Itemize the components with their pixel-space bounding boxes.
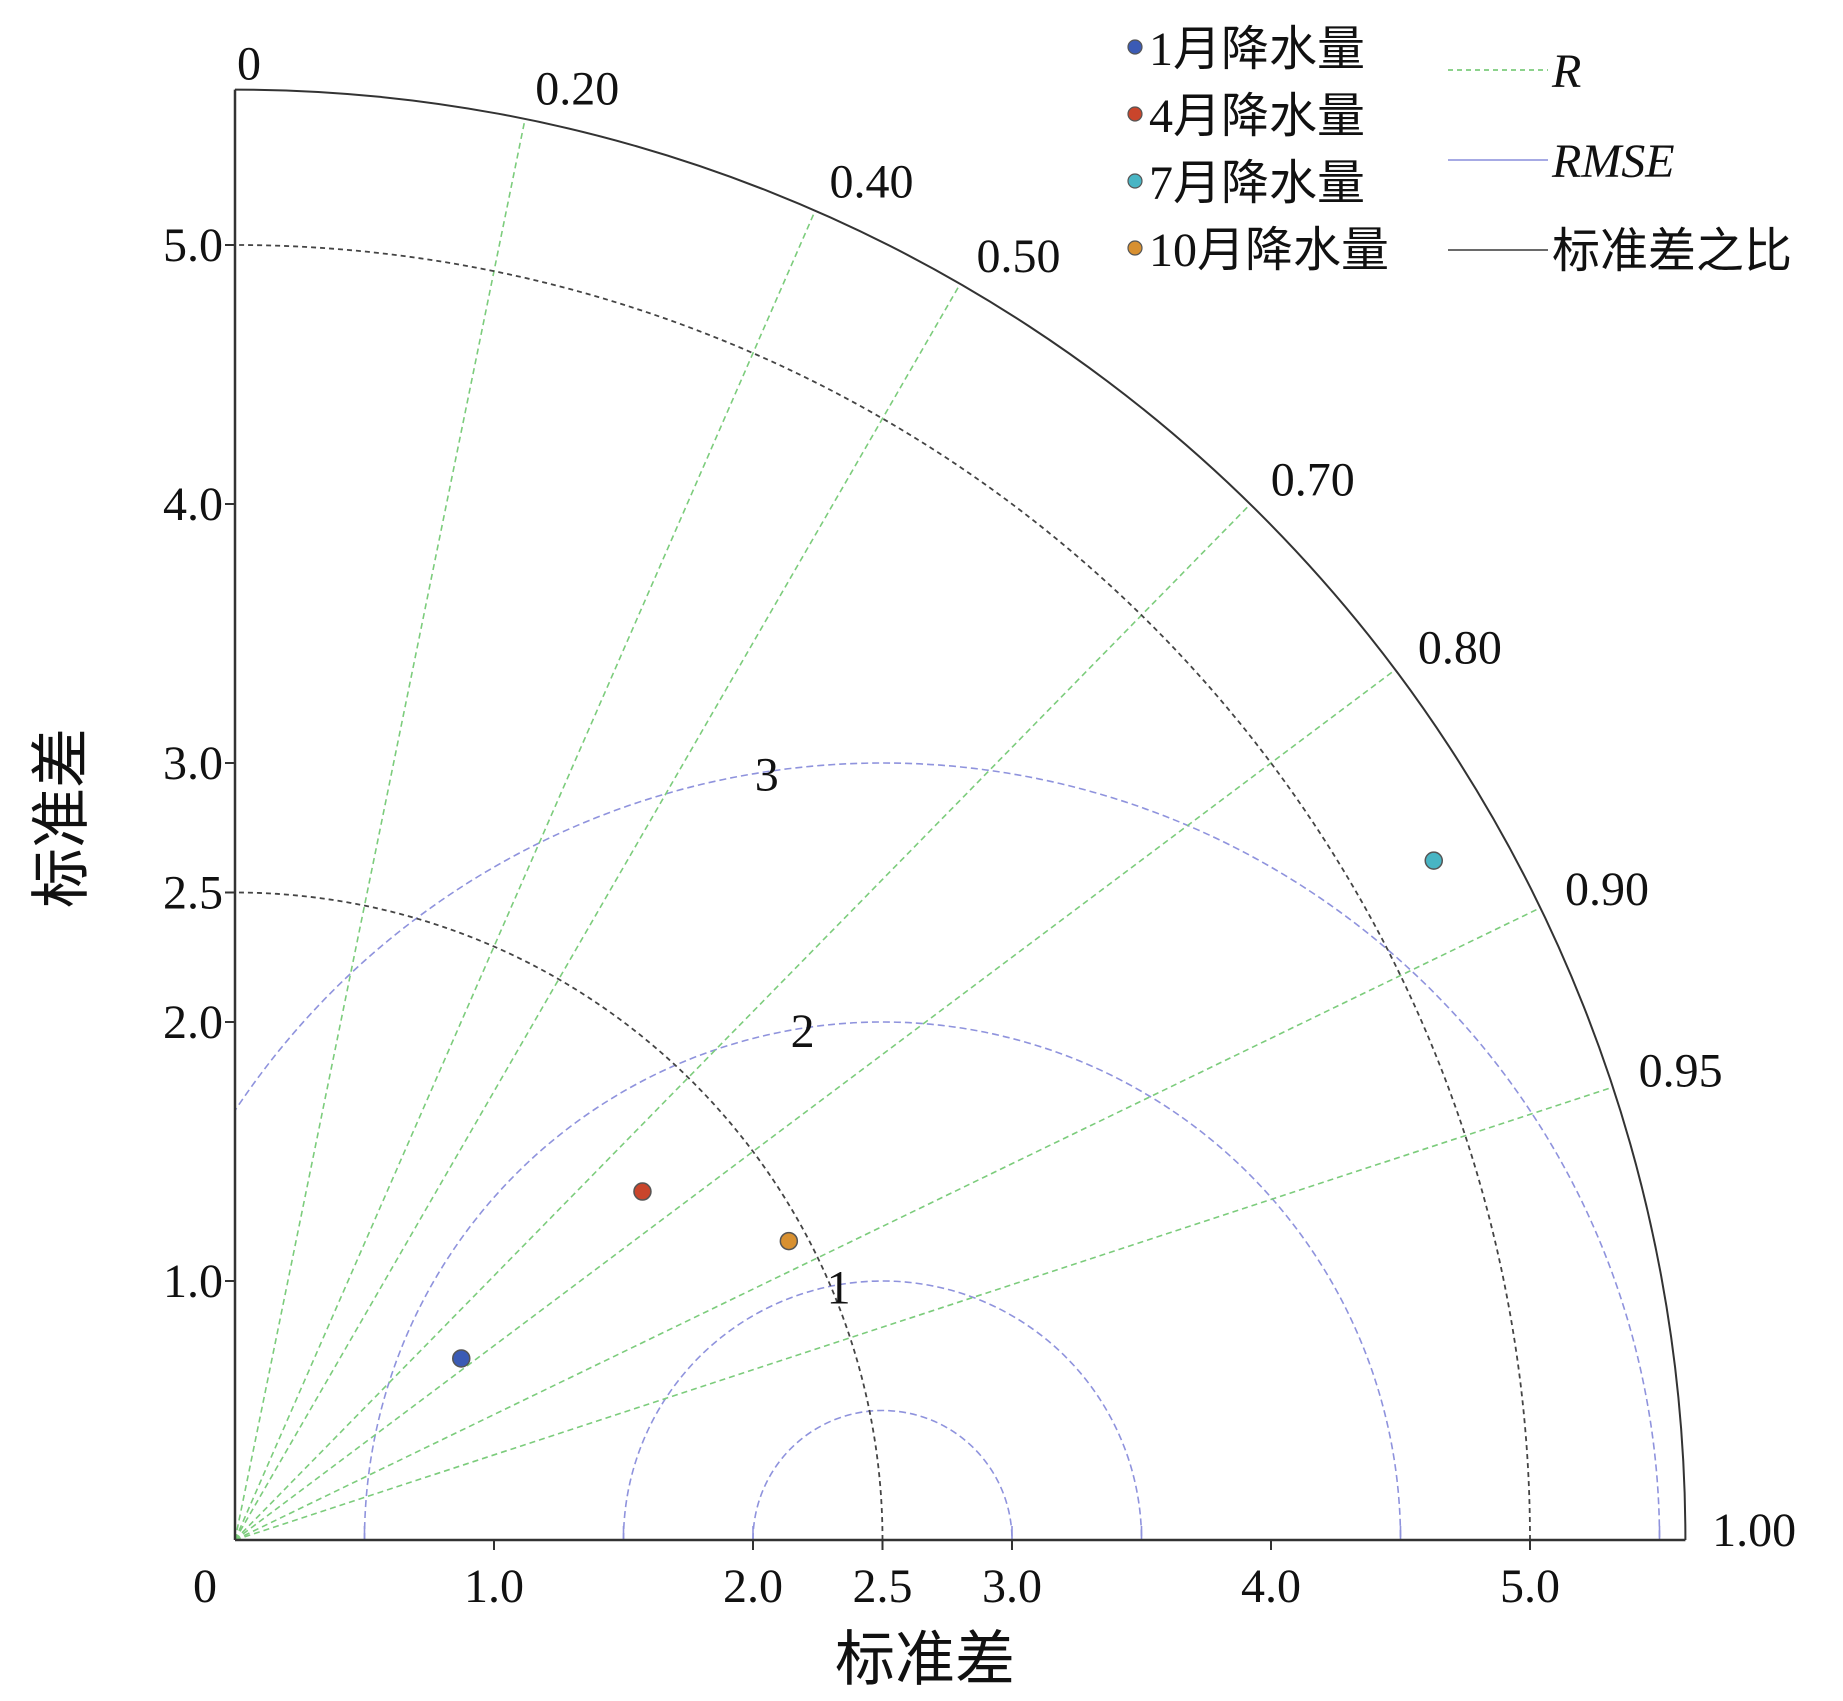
std-arc (234, 244, 1531, 1541)
correlation-line (234, 503, 1251, 1541)
legend-line-label: RMSE (1551, 135, 1675, 188)
x-axis-label: 标准差 (835, 1627, 1015, 1693)
rmse-label: 1 (827, 1262, 851, 1315)
rmse-arc (235, 762, 1661, 1541)
legend-marker (1127, 39, 1143, 55)
y-origin-label: 0 (237, 38, 261, 91)
labels-layer: 1230.200.400.500.700.800.900.951.001.01.… (163, 38, 1796, 1613)
correlation-line (234, 283, 961, 1541)
legend-label: 4月降水量 (1149, 90, 1365, 143)
correlation-tick-label: 0.80 (1418, 621, 1502, 674)
legend-label: 1月降水量 (1149, 23, 1365, 76)
rmse-label: 2 (791, 1005, 815, 1058)
y-tick-label: 2.0 (163, 996, 223, 1049)
std-arc (234, 891, 884, 1541)
legend-marker (1127, 173, 1143, 189)
y-tick-label: 4.0 (163, 478, 223, 531)
rmse-arc (363, 1021, 1402, 1541)
legend: 1月降水量 4月降水量 7月降水量 10月降水量 R RMSE 标准差之比 (1127, 23, 1792, 278)
correlation-line (234, 669, 1396, 1541)
correlation-tick-label: 0.20 (535, 63, 619, 116)
grid-layer (234, 118, 1661, 1541)
marks-layer (452, 851, 1444, 1368)
legend-line-label: R (1551, 45, 1581, 98)
correlation-line (234, 118, 526, 1541)
legend-label: 7月降水量 (1149, 157, 1365, 210)
correlation-tick-label: 0.70 (1271, 453, 1355, 506)
rmse-arc (752, 1409, 1013, 1541)
correlation-tick-label: 1.00 (1712, 1504, 1796, 1557)
legend-marker (1127, 240, 1143, 256)
y-axis-label: 标准差 (29, 728, 95, 908)
y-tick-label: 2.5 (163, 867, 223, 920)
x-tick-label: 5.0 (1500, 1560, 1560, 1613)
data-point (452, 1349, 471, 1368)
x-tick-label: 1.0 (464, 1560, 524, 1613)
x-tick-label: 2.5 (853, 1560, 913, 1613)
correlation-line (234, 1086, 1614, 1541)
x-tick-label: 2.0 (723, 1560, 783, 1613)
correlation-line (234, 210, 816, 1541)
legend-marker (1127, 106, 1143, 122)
x-tick-label: 3.0 (982, 1560, 1042, 1613)
y-tick-label: 1.0 (163, 1255, 223, 1308)
data-point (633, 1182, 652, 1201)
x-tick-label: 4.0 (1241, 1560, 1301, 1613)
correlation-tick-label: 0.50 (977, 230, 1061, 283)
correlation-line (234, 907, 1541, 1541)
legend-line-label: 标准差之比 (1552, 225, 1792, 278)
correlation-tick-label: 0.90 (1565, 863, 1649, 916)
rmse-arc (622, 1280, 1143, 1541)
outer-arc (234, 88, 1687, 1541)
y-tick-label: 5.0 (163, 219, 223, 272)
legend-label: 10月降水量 (1149, 224, 1389, 277)
data-point (1424, 851, 1444, 870)
rmse-label: 3 (755, 749, 779, 802)
axes-layer (225, 88, 1687, 1550)
correlation-tick-label: 0.95 (1639, 1045, 1723, 1098)
data-point (779, 1231, 799, 1251)
correlation-tick-label: 0.40 (829, 156, 913, 209)
x-origin-label: 0 (193, 1560, 217, 1613)
y-tick-label: 3.0 (163, 737, 223, 790)
